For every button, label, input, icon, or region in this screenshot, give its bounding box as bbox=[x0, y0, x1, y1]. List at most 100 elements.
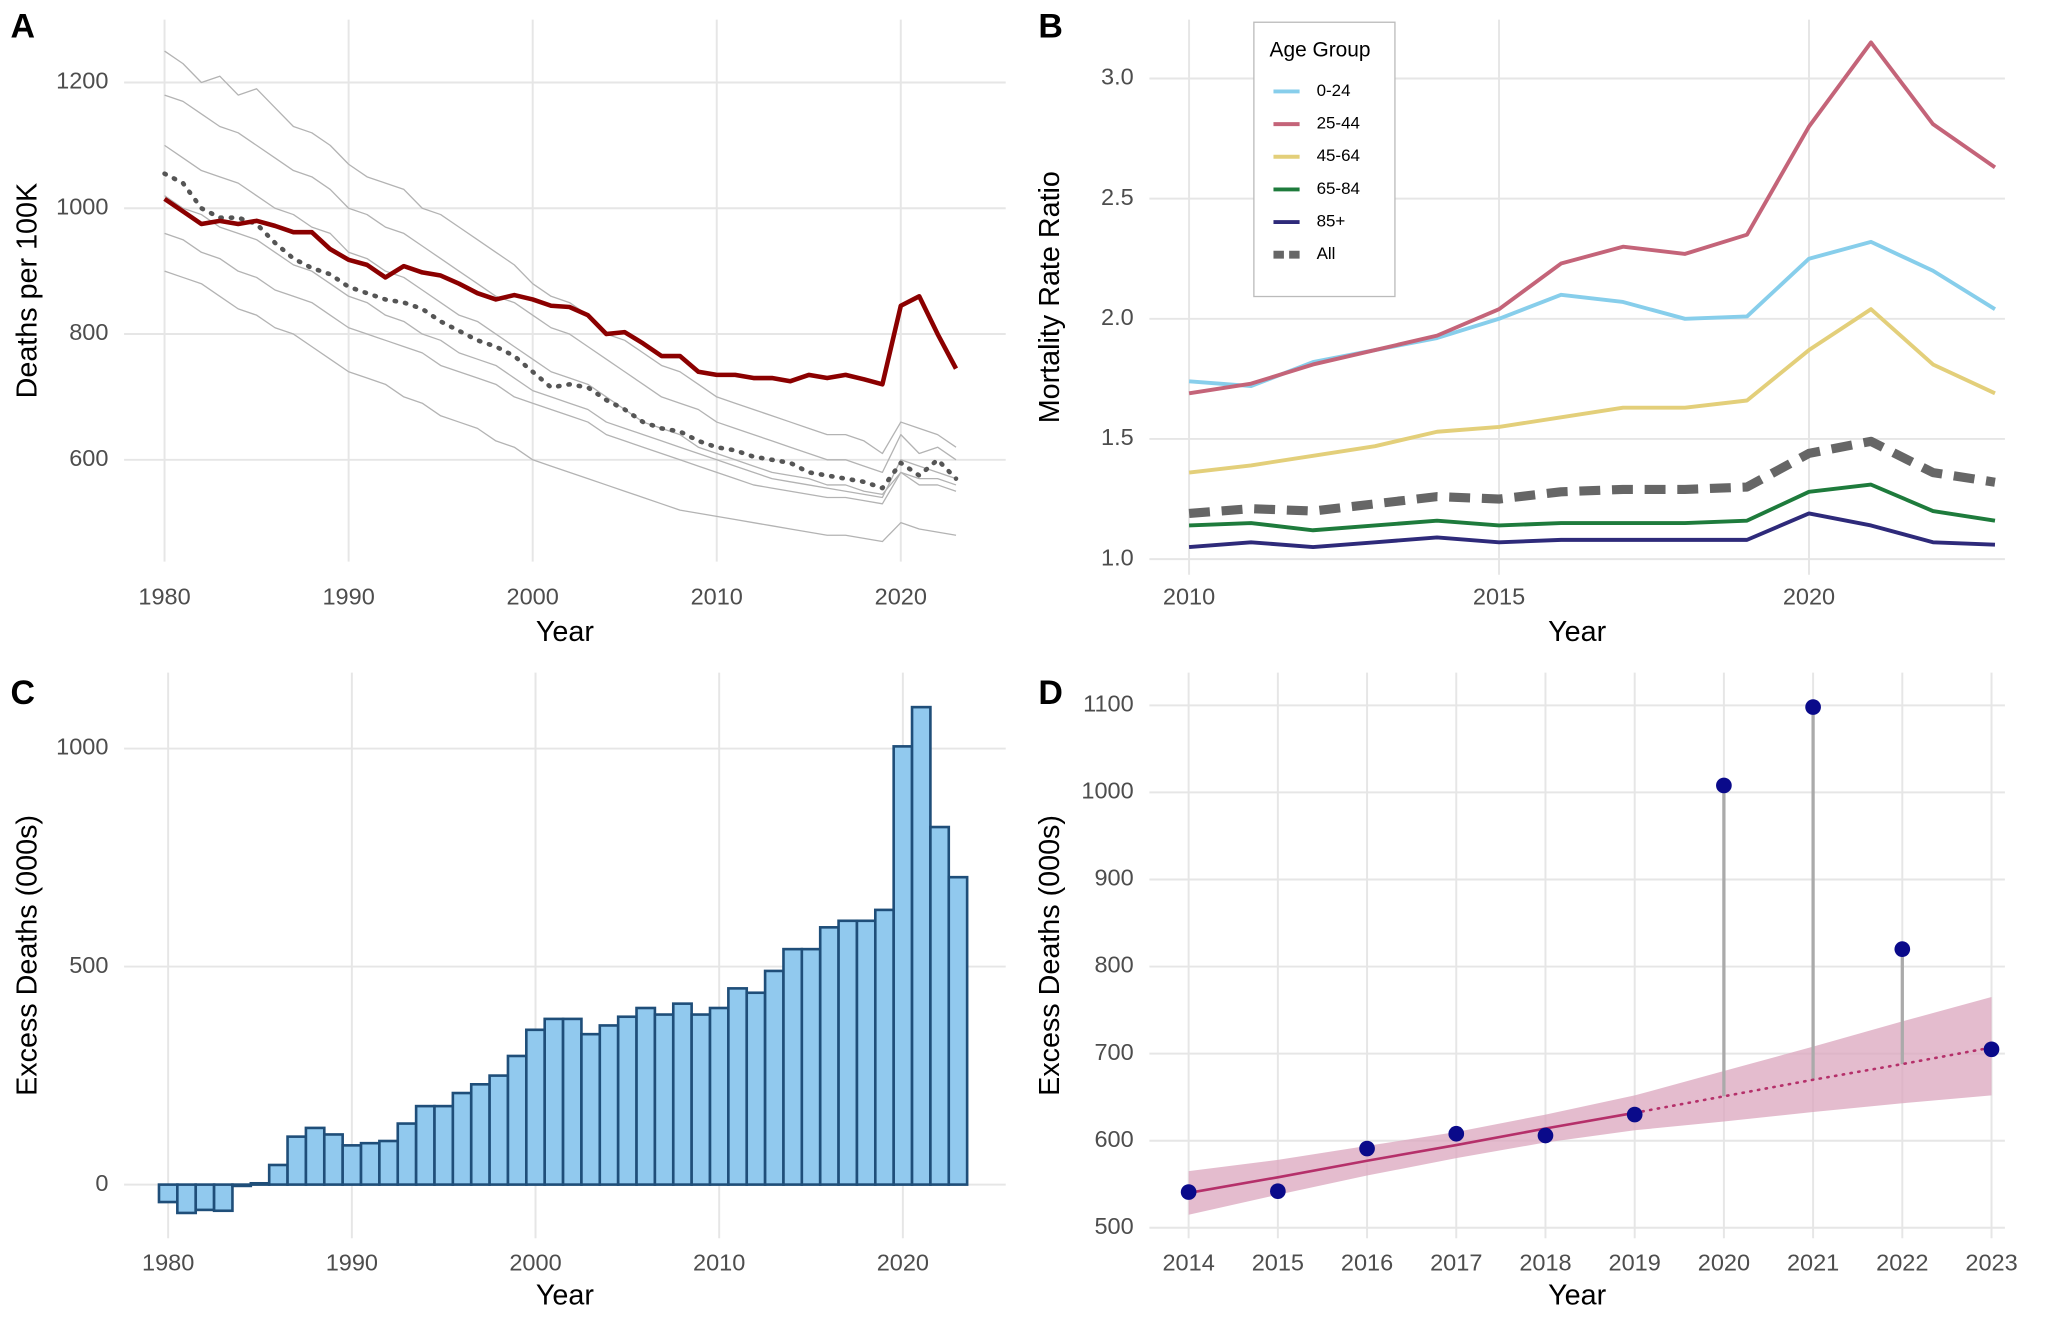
point bbox=[1537, 1127, 1554, 1144]
data-line bbox=[1188, 40, 1997, 396]
point bbox=[1626, 1106, 1643, 1123]
bar bbox=[322, 1133, 344, 1186]
bar bbox=[341, 1144, 363, 1186]
x-tick-label: 2015 bbox=[1252, 1250, 1304, 1276]
bar bbox=[451, 1091, 473, 1186]
data-line bbox=[1633, 1046, 1993, 1115]
x-tick-label: 2014 bbox=[1162, 1250, 1214, 1276]
data-line bbox=[162, 171, 959, 491]
bar bbox=[837, 919, 859, 1186]
bar bbox=[580, 1032, 602, 1186]
confidence-band bbox=[1188, 997, 1992, 1215]
data-line bbox=[163, 196, 959, 387]
y-tick-label: 3.0 bbox=[1101, 64, 1134, 90]
y-tick-label: 1200 bbox=[56, 68, 108, 94]
bar bbox=[800, 947, 822, 1186]
y-tick-label: 800 bbox=[1094, 952, 1133, 978]
x-axis-title: Year bbox=[536, 1280, 594, 1312]
bar bbox=[304, 1126, 326, 1186]
y-tick-label: 1000 bbox=[56, 193, 108, 219]
bar bbox=[598, 1024, 620, 1186]
y-tick-label: 1100 bbox=[1083, 691, 1134, 717]
bar bbox=[929, 825, 951, 1186]
point bbox=[1448, 1125, 1465, 1142]
bar bbox=[194, 1183, 216, 1212]
x-tick-label: 1990 bbox=[326, 1250, 378, 1276]
x-tick-label: 2010 bbox=[691, 583, 743, 609]
x-tick-label: 2020 bbox=[877, 1250, 929, 1276]
x-tick-label: 2018 bbox=[1519, 1250, 1571, 1276]
legend-label: 0-24 bbox=[1317, 81, 1351, 100]
bar bbox=[433, 1104, 455, 1186]
point bbox=[1805, 699, 1821, 715]
x-tick-label: 2000 bbox=[509, 1250, 561, 1276]
y-tick-label: 1000 bbox=[1081, 778, 1133, 804]
x-tick-label: 2023 bbox=[1965, 1250, 2017, 1276]
data-line bbox=[164, 50, 957, 455]
bar bbox=[745, 991, 767, 1186]
point bbox=[1180, 1184, 1197, 1200]
bar bbox=[727, 987, 749, 1186]
data-line bbox=[1188, 307, 1996, 475]
point bbox=[1359, 1140, 1375, 1157]
bar bbox=[267, 1163, 289, 1186]
panel-label: D bbox=[1038, 674, 1063, 712]
bar bbox=[690, 1013, 712, 1186]
bar bbox=[176, 1183, 198, 1215]
bar bbox=[249, 1181, 271, 1186]
bar bbox=[873, 908, 895, 1186]
bar bbox=[782, 947, 804, 1186]
x-tick-label: 2021 bbox=[1787, 1250, 1839, 1276]
x-tick-label: 1980 bbox=[138, 583, 190, 609]
bar bbox=[525, 1028, 546, 1186]
x-tick-label: 2010 bbox=[693, 1250, 745, 1276]
panel-label: B bbox=[1038, 8, 1063, 46]
bar bbox=[212, 1183, 234, 1213]
y-axis-title: Mortality Rate Ratio bbox=[1034, 171, 1066, 423]
y-axis-title: Excess Deaths (000s) bbox=[1034, 815, 1066, 1096]
data-line bbox=[1188, 511, 1996, 550]
y-tick-label: 0 bbox=[95, 1170, 108, 1196]
bar bbox=[157, 1183, 179, 1204]
y-tick-label: 500 bbox=[1094, 1213, 1133, 1239]
bar bbox=[561, 1017, 583, 1186]
bar bbox=[488, 1074, 510, 1186]
point bbox=[1270, 1183, 1286, 1200]
x-tick-label: 2020 bbox=[1698, 1250, 1750, 1276]
bar bbox=[231, 1183, 253, 1188]
bar bbox=[671, 1002, 693, 1186]
bar bbox=[378, 1139, 400, 1186]
y-tick-label: 1.0 bbox=[1101, 544, 1134, 570]
data-line bbox=[164, 195, 957, 499]
bar bbox=[653, 1013, 675, 1186]
bar bbox=[359, 1141, 381, 1186]
legend-label: 65-84 bbox=[1317, 179, 1360, 198]
data-line bbox=[164, 232, 957, 505]
data-line bbox=[1188, 482, 1996, 533]
legend-label: All bbox=[1317, 244, 1336, 263]
data-line bbox=[164, 144, 957, 496]
bar bbox=[396, 1122, 418, 1186]
bar bbox=[414, 1104, 436, 1186]
x-tick-label: 1990 bbox=[322, 583, 374, 609]
bar bbox=[286, 1135, 308, 1186]
bar bbox=[708, 1006, 730, 1186]
legend-label: 25-44 bbox=[1317, 114, 1360, 133]
bar bbox=[855, 919, 877, 1186]
point bbox=[1983, 1041, 2000, 1058]
point bbox=[1716, 777, 1732, 794]
bar bbox=[635, 1006, 657, 1186]
x-tick-label: 2022 bbox=[1876, 1250, 1928, 1276]
x-tick-label: 2020 bbox=[1783, 583, 1835, 609]
bar bbox=[506, 1054, 528, 1186]
point bbox=[1894, 941, 1911, 957]
x-tick-label: 2020 bbox=[875, 583, 927, 609]
x-axis-title: Year bbox=[1548, 616, 1606, 648]
x-tick-label: 2010 bbox=[1163, 583, 1215, 609]
y-tick-label: 2.5 bbox=[1101, 184, 1134, 210]
bar bbox=[616, 1015, 638, 1186]
panel-label: A bbox=[10, 8, 35, 46]
y-tick-label: 2.0 bbox=[1101, 304, 1134, 330]
